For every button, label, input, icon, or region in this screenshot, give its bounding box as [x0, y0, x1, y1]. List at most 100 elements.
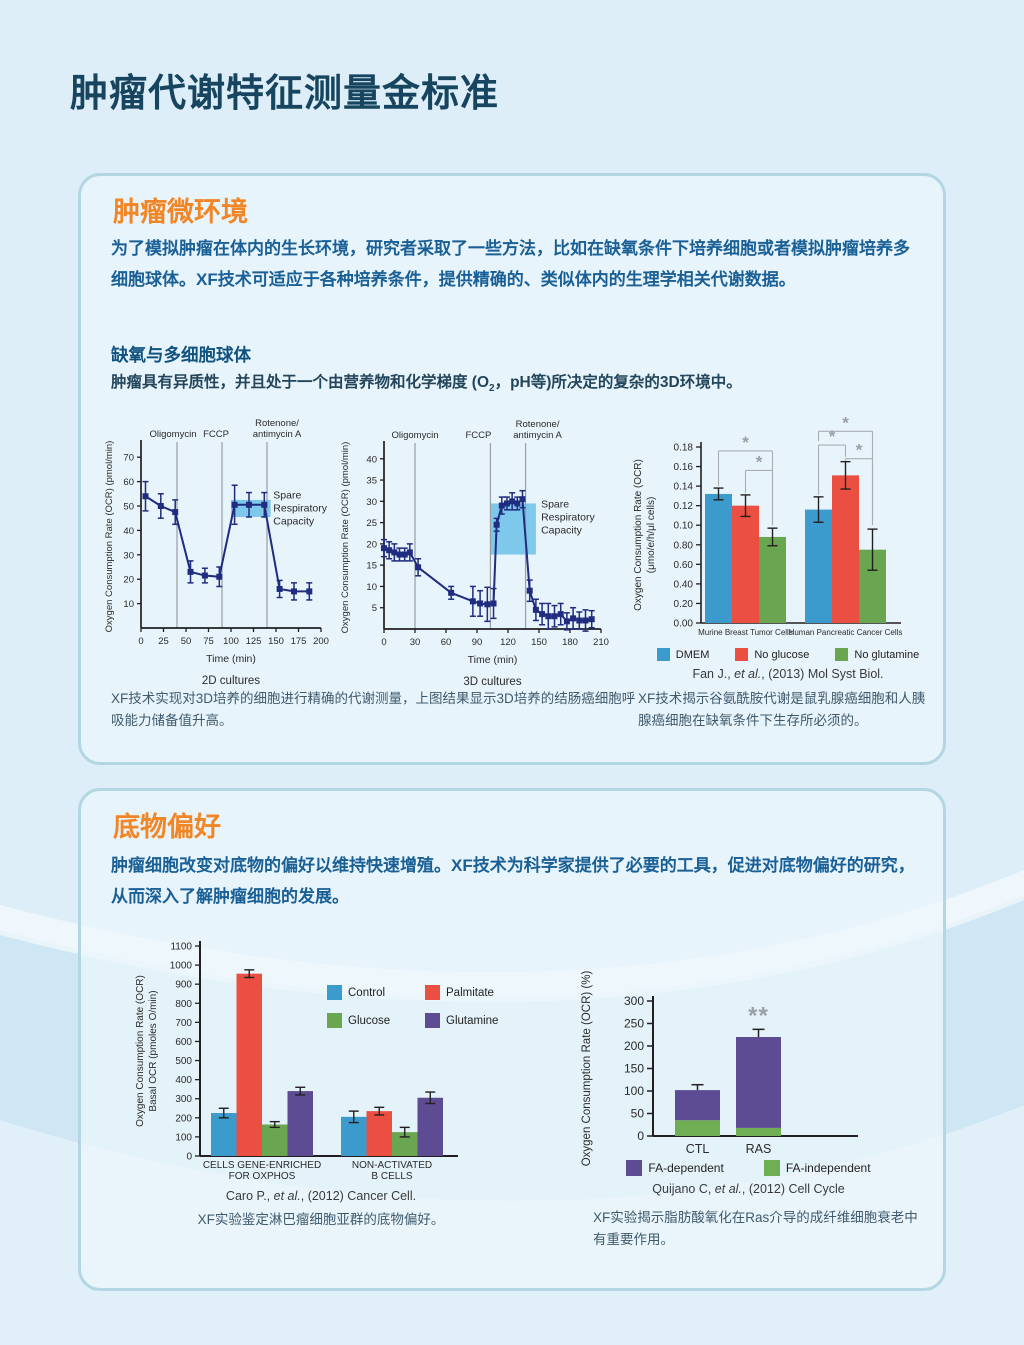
dmem-swatch — [656, 648, 670, 661]
section-title-microenvironment: 肿瘤微环境 — [113, 197, 248, 227]
svg-text:210: 210 — [593, 637, 609, 648]
svg-text:FCCP: FCCP — [203, 429, 229, 440]
svg-text:15: 15 — [366, 561, 377, 572]
svg-text:150: 150 — [531, 637, 547, 648]
svg-text:antimycin A: antimycin A — [513, 430, 562, 441]
svg-text:150: 150 — [268, 636, 284, 647]
chart-fa-oxidation: 0 50 100 150 200 250 300 CTL RAS ** Oxygen Consump… — [576, 956, 921, 1196]
citation-text: , (2012) Cell Cycle — [741, 1182, 845, 1196]
hypoxia-legend: DMEM No glucose No glutamine — [629, 648, 947, 661]
svg-text:Human Pancreatic Cancer Cells: Human Pancreatic Cancer Cells — [789, 628, 903, 637]
legend-item-glutamine: Glutamine — [425, 1013, 498, 1028]
chart-2d-cultures: Oligomycin FCCP Rotenone/antimycin A 10 20 30… — [99, 406, 341, 696]
svg-text:200: 200 — [175, 1113, 192, 1124]
svg-text:*: * — [842, 413, 849, 432]
panel-substrate-preference: 底物偏好 肿瘤细胞改变对底物的偏好以维持快速增殖。XF技术为科学家提供了必要的工… — [78, 788, 946, 1291]
svg-text:Capacity: Capacity — [273, 516, 315, 528]
svg-text:60: 60 — [123, 477, 134, 488]
svg-text:500: 500 — [175, 1056, 192, 1067]
svg-text:0: 0 — [381, 637, 386, 648]
svg-text:*: * — [756, 452, 763, 471]
microenvironment-intro: 为了模拟肿瘤在体内的生长环境，研究者采取了一些方法，比如在缺氧条件下培养细胞或者… — [111, 239, 910, 289]
glucose-swatch — [327, 1013, 342, 1028]
svg-text:125: 125 — [246, 636, 262, 647]
svg-text:RAS: RAS — [746, 1142, 772, 1156]
svg-text:900: 900 — [175, 980, 192, 991]
svg-text:0.14: 0.14 — [674, 482, 694, 493]
svg-text:175: 175 — [291, 636, 307, 647]
citation-fan: Fan J., et al., (2013) Mol Syst Biol. — [629, 667, 947, 681]
svg-text:0.12: 0.12 — [674, 501, 694, 512]
svg-text:FOR OXPHOS: FOR OXPHOS — [229, 1171, 296, 1182]
svg-text:10: 10 — [366, 582, 377, 593]
svg-text:100: 100 — [624, 1084, 644, 1098]
no-glucose-swatch — [735, 648, 749, 661]
svg-text:0.18: 0.18 — [674, 443, 694, 454]
svg-text:Time (min): Time (min) — [206, 653, 256, 665]
svg-text:Oxygen Consumption Rate (OCR): Oxygen Consumption Rate (OCR) — [135, 975, 146, 1127]
svg-text:B CELLS: B CELLS — [371, 1171, 412, 1182]
svg-text:10: 10 — [123, 599, 134, 610]
control-swatch — [327, 985, 342, 1000]
svg-text:200: 200 — [624, 1039, 644, 1053]
svg-text:0.60: 0.60 — [674, 560, 694, 571]
legend-label: No glutamine — [854, 648, 920, 661]
svg-text:Oligomycin: Oligomycin — [150, 429, 197, 440]
subsection-text-pre: 肿瘤具有异质性，并且处于一个由营养物和化学梯度 (O — [111, 374, 490, 391]
svg-text:800: 800 — [175, 999, 192, 1010]
legend-item-control: Control — [327, 985, 415, 1000]
no-glutamine-swatch — [835, 648, 849, 661]
svg-text:NON-ACTIVATED: NON-ACTIVATED — [352, 1160, 432, 1171]
citation-text: Caro P., — [225, 1189, 274, 1203]
caption-ras-senescence: XF实验揭示脂肪酸氧化在Ras介导的成纤维细胞衰老中有重要作用。 — [593, 1210, 918, 1248]
legend-label: Palmitate — [446, 986, 494, 999]
citation-etal: et al. — [273, 1189, 301, 1203]
svg-text:40: 40 — [123, 526, 134, 537]
legend-item-fa-independent: FA-independent — [763, 1160, 871, 1176]
citation-text: Quijano C, — [652, 1182, 715, 1196]
svg-text:0: 0 — [637, 1129, 644, 1143]
svg-text:20: 20 — [366, 539, 377, 550]
svg-text:**: ** — [748, 1002, 769, 1029]
legend-item-no-glutamine: No glutamine — [835, 648, 919, 661]
svg-text:25: 25 — [366, 518, 377, 529]
svg-text:20: 20 — [123, 575, 134, 586]
citation-quijano: Quijano C, et al., (2012) Cell Cycle — [576, 1182, 921, 1196]
section-title-substrate: 底物偏好 — [113, 812, 221, 842]
svg-text:40: 40 — [366, 454, 377, 465]
svg-text:50: 50 — [181, 636, 192, 647]
svg-text:*: * — [829, 427, 836, 446]
subscript-2: 2 — [489, 383, 495, 395]
svg-text:1000: 1000 — [170, 961, 193, 972]
svg-text:90: 90 — [472, 637, 483, 648]
chart-3d-cultures: Oligomycin FCCP Rotenone/antimycin A 5 10 15 2… — [335, 406, 609, 696]
svg-text:70: 70 — [123, 453, 134, 464]
svg-text:30: 30 — [410, 637, 421, 648]
chart-hypoxia-bars-svg: 0.00 0.20 0.40 0.60 0.80 0.10 0.12 0.14 0.16 0.18… — [633, 413, 903, 637]
svg-text:Spare: Spare — [273, 490, 301, 502]
svg-text:*: * — [742, 433, 749, 452]
svg-text:*: * — [856, 441, 863, 460]
svg-text:600: 600 — [175, 1037, 192, 1048]
svg-text:Oxygen Consumption Rate (OCR): Oxygen Consumption Rate (OCR) (pmol/min) — [340, 442, 351, 634]
svg-text:Respiratory: Respiratory — [273, 503, 327, 515]
legend-label: Glutamine — [446, 1014, 499, 1027]
legend-item-dmem: DMEM — [656, 648, 709, 661]
svg-text:100: 100 — [175, 1132, 192, 1143]
citation-text: Fan J., — [692, 667, 735, 681]
svg-text:Time (min): Time (min) — [468, 654, 518, 666]
legend-label: No glucose — [754, 648, 810, 661]
svg-text:100: 100 — [223, 636, 239, 647]
subsection-title-hypoxia-spheroids: 缺氧与多细胞球体 — [111, 345, 251, 365]
legend-item-glucose: Glucose — [327, 1013, 415, 1028]
svg-text:0.40: 0.40 — [674, 579, 694, 590]
legend-label: Glucose — [348, 1014, 391, 1027]
svg-text:Murine Breast Tumor Cells: Murine Breast Tumor Cells — [698, 628, 793, 637]
svg-text:Oxygen Consumption Rate (OCR): Oxygen Consumption Rate (OCR) (pmol/min) — [104, 441, 115, 633]
legend-label: FA-independent — [785, 1161, 871, 1175]
svg-text:200: 200 — [313, 636, 329, 647]
svg-text:0.10: 0.10 — [674, 521, 694, 532]
caption-glutamine: XF技术揭示谷氨酰胺代谢是鼠乳腺癌细胞和人胰腺癌细胞在缺氧条件下生存所必须的。 — [638, 691, 926, 729]
substrate-legend: Control Palmitate Glucose Glutamine — [327, 985, 498, 1028]
